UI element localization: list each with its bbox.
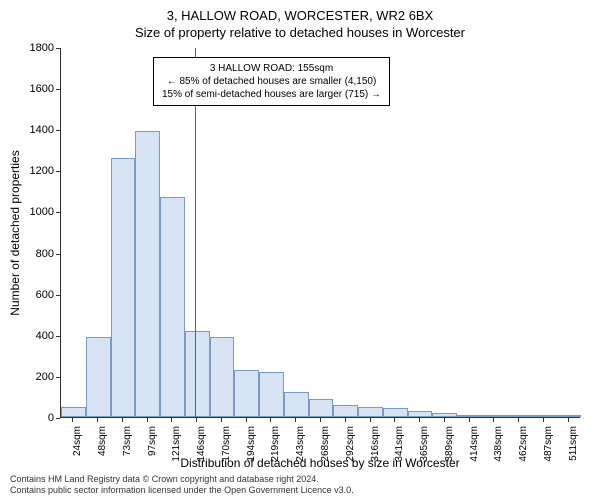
x-tick-mark: [394, 418, 395, 422]
x-tick-mark: [97, 418, 98, 422]
x-tick-mark: [568, 418, 569, 422]
x-tick-label: 24sqm: [72, 426, 83, 456]
x-tick-mark: [370, 418, 371, 422]
x-axis-label: Distribution of detached houses by size …: [60, 456, 580, 470]
histogram-bar: [358, 407, 383, 417]
info-box-line: ← 85% of detached houses are smaller (4,…: [162, 75, 381, 88]
chart-title-main: 3, HALLOW ROAD, WORCESTER, WR2 6BX: [0, 0, 600, 23]
y-tick-mark: [56, 48, 60, 49]
x-tick-mark: [345, 418, 346, 422]
y-tick-mark: [56, 171, 60, 172]
footer-line1: Contains HM Land Registry data © Crown c…: [10, 474, 354, 485]
x-tick-mark: [72, 418, 73, 422]
y-tick-mark: [56, 254, 60, 255]
info-box-line: 3 HALLOW ROAD: 155sqm: [162, 62, 381, 75]
histogram-bar: [86, 337, 111, 417]
x-tick-mark: [171, 418, 172, 422]
y-tick-mark: [56, 295, 60, 296]
x-tick-label: 48sqm: [97, 426, 108, 456]
x-tick-mark: [196, 418, 197, 422]
x-axis: 24sqm48sqm73sqm97sqm121sqm146sqm170sqm19…: [60, 418, 580, 458]
histogram-bar: [61, 407, 86, 417]
x-tick-mark: [270, 418, 271, 422]
y-tick-label: 200: [4, 371, 54, 383]
histogram-bar: [284, 392, 309, 417]
histogram-bar: [185, 331, 210, 417]
x-tick-mark: [221, 418, 222, 422]
histogram-bar: [482, 415, 507, 417]
y-tick-label: 800: [4, 248, 54, 260]
y-tick-mark: [56, 377, 60, 378]
y-tick-label: 0: [4, 412, 54, 424]
y-tick-label: 1200: [4, 165, 54, 177]
info-box: 3 HALLOW ROAD: 155sqm← 85% of detached h…: [153, 57, 390, 106]
x-tick-mark: [295, 418, 296, 422]
y-tick-label: 600: [4, 289, 54, 301]
y-tick-mark: [56, 212, 60, 213]
histogram-bar: [259, 372, 284, 417]
x-tick-mark: [493, 418, 494, 422]
y-tick-label: 1600: [4, 83, 54, 95]
histogram-bar: [408, 411, 433, 417]
y-tick-mark: [56, 130, 60, 131]
histogram-bar: [457, 415, 482, 417]
y-tick-label: 1000: [4, 206, 54, 218]
histogram-bar: [160, 197, 185, 417]
histogram-bar: [383, 408, 408, 417]
y-tick-label: 400: [4, 330, 54, 342]
histogram-bar: [234, 370, 259, 417]
x-tick-mark: [469, 418, 470, 422]
chart-title-sub: Size of property relative to detached ho…: [0, 23, 600, 40]
y-tick-label: 1400: [4, 124, 54, 136]
y-axis: 020040060080010001200140016001800: [0, 48, 60, 418]
histogram-bar: [507, 415, 532, 417]
x-tick-mark: [543, 418, 544, 422]
x-tick-label: 73sqm: [122, 426, 133, 456]
footer-line2: Contains public sector information licen…: [10, 485, 354, 496]
histogram-bar: [333, 405, 358, 417]
histogram-bar: [111, 158, 136, 417]
y-tick-mark: [56, 336, 60, 337]
x-tick-mark: [320, 418, 321, 422]
histogram-bar: [556, 415, 581, 417]
x-tick-mark: [122, 418, 123, 422]
histogram-bar: [531, 415, 556, 417]
info-box-line: 15% of semi-detached houses are larger (…: [162, 88, 381, 101]
chart-container: 3, HALLOW ROAD, WORCESTER, WR2 6BX Size …: [0, 0, 600, 500]
y-tick-mark: [56, 89, 60, 90]
x-tick-mark: [147, 418, 148, 422]
x-tick-mark: [444, 418, 445, 422]
y-tick-mark: [56, 418, 60, 419]
footer-attribution: Contains HM Land Registry data © Crown c…: [10, 474, 354, 496]
histogram-bar: [432, 413, 457, 417]
y-tick-label: 1800: [4, 42, 54, 54]
x-tick-mark: [246, 418, 247, 422]
histogram-bar: [135, 131, 160, 417]
histogram-bar: [309, 399, 334, 418]
x-tick-mark: [419, 418, 420, 422]
histogram-bar: [210, 337, 235, 417]
x-tick-mark: [518, 418, 519, 422]
plot-area: 3 HALLOW ROAD: 155sqm← 85% of detached h…: [60, 48, 580, 418]
x-tick-label: 97sqm: [147, 426, 158, 456]
